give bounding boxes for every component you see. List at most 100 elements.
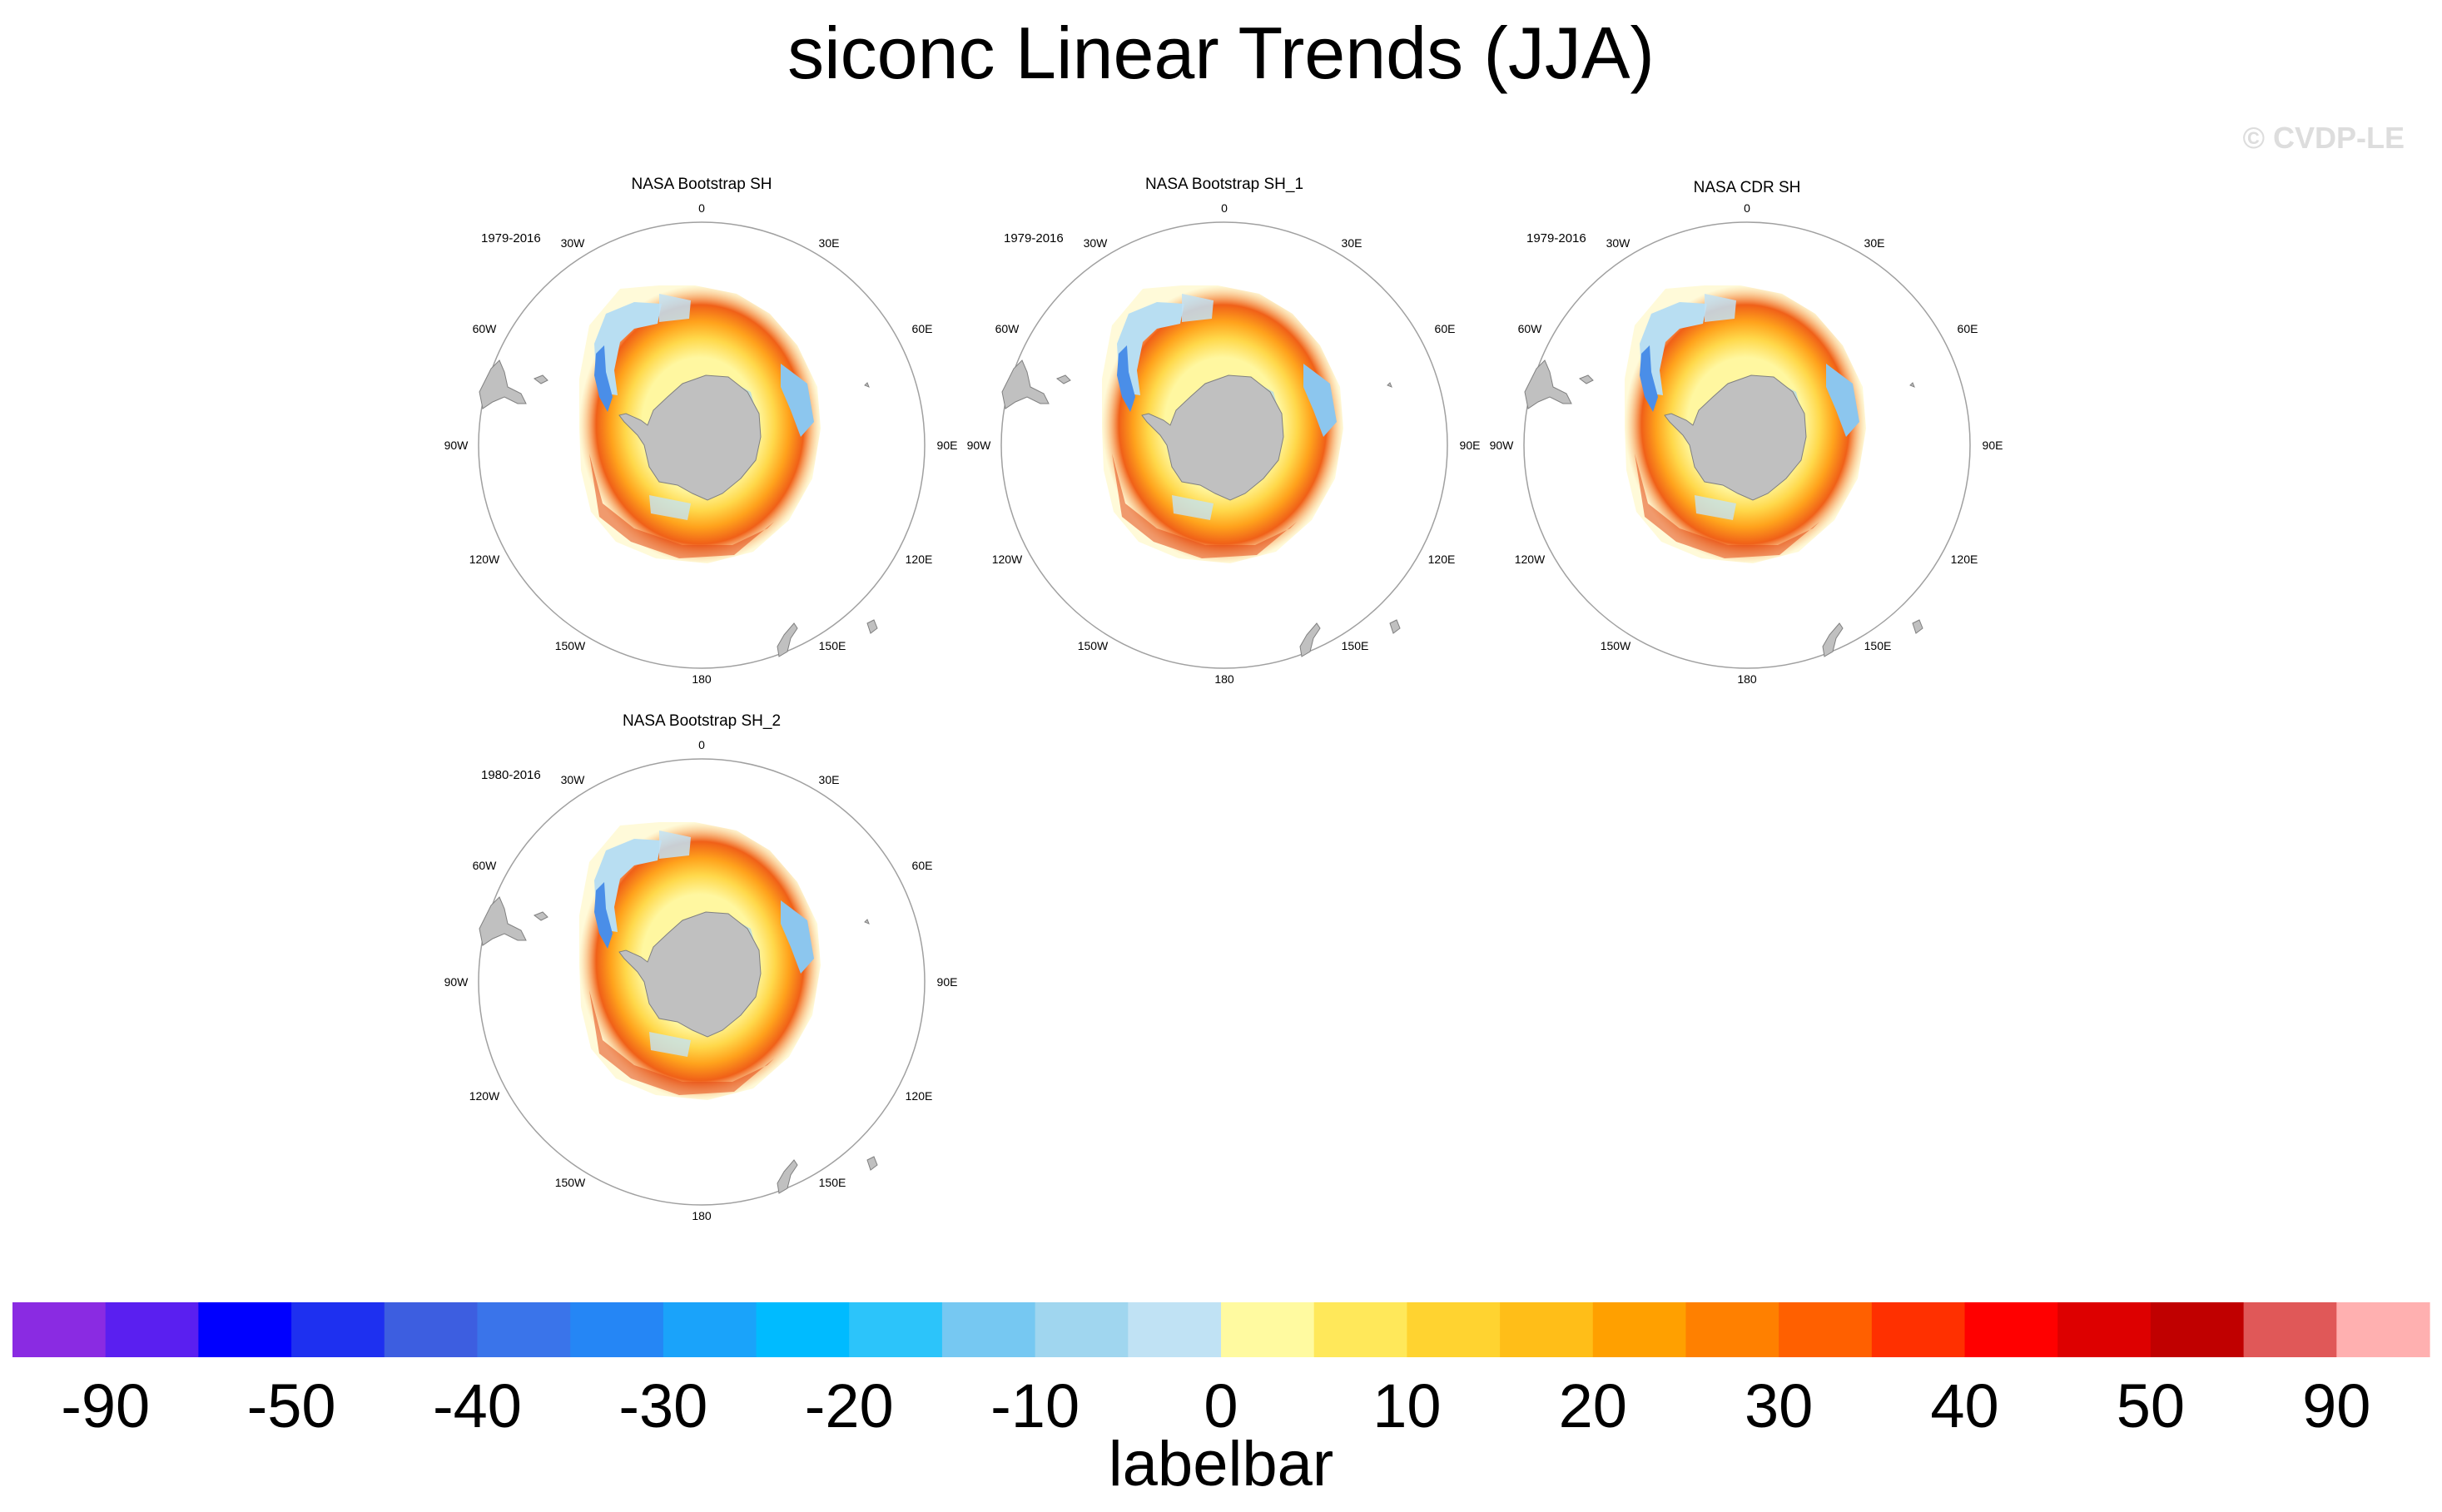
lon-label: 0 bbox=[698, 738, 705, 751]
map-boundary bbox=[478, 758, 926, 1206]
map-boundary bbox=[478, 221, 926, 669]
panel-title: NASA Bootstrap SH_2 bbox=[623, 712, 781, 730]
year-range: 1980-2016 bbox=[481, 768, 541, 782]
labelbar-box bbox=[1779, 1302, 1873, 1357]
lon-label: 30E bbox=[819, 236, 840, 250]
new-zealand-land bbox=[1299, 622, 1321, 657]
polar-map: NASA Bootstrap SH 1979-2016 0 30E 60E 90… bbox=[444, 176, 958, 686]
falkland-islands bbox=[533, 374, 548, 384]
labelbar-tick-label: 90 bbox=[2302, 1371, 2370, 1440]
lon-label: 120W bbox=[469, 553, 500, 566]
south-america-land bbox=[479, 896, 527, 946]
new-zealand-land bbox=[777, 622, 798, 657]
lon-label: 150W bbox=[555, 639, 586, 652]
labelbar-box bbox=[1128, 1302, 1222, 1357]
labelbar-box bbox=[570, 1302, 664, 1357]
year-range: 1979-2016 bbox=[1526, 231, 1586, 245]
labelbar-tick-label: 30 bbox=[1745, 1371, 1813, 1440]
south-america-land bbox=[479, 359, 527, 409]
lon-label: 180 bbox=[1214, 672, 1234, 686]
lon-label: 150E bbox=[819, 1176, 846, 1189]
labelbar-box bbox=[291, 1302, 385, 1357]
labelbar-tick-label: -50 bbox=[247, 1371, 336, 1440]
labelbar-tick-label: 50 bbox=[2117, 1371, 2185, 1440]
lon-label: 150W bbox=[1078, 639, 1109, 652]
lon-label: 90W bbox=[967, 439, 992, 452]
labelbar-box bbox=[663, 1302, 757, 1357]
tasmania-land bbox=[1912, 619, 1923, 634]
polar-map: NASA Bootstrap SH_1 1979-2016 0 30E 60E … bbox=[967, 176, 1481, 686]
lon-label: 120W bbox=[992, 553, 1023, 566]
labelbar-box bbox=[384, 1302, 479, 1357]
labelbar-tick-label: -30 bbox=[618, 1371, 707, 1440]
tasmania-land bbox=[1389, 619, 1401, 634]
lon-label: 180 bbox=[692, 1209, 712, 1222]
lon-labels: 0 30E 60E 90E 120E 150E 180 150W 120W 90… bbox=[1490, 201, 2003, 686]
panel-title: NASA Bootstrap SH bbox=[632, 176, 772, 193]
lon-label: 60E bbox=[1435, 322, 1456, 335]
lon-label: 120W bbox=[469, 1089, 500, 1103]
map-panel: NASA Bootstrap SH_1 1979-2016 0 30E 60E … bbox=[964, 176, 1481, 695]
lon-label: 90E bbox=[937, 975, 958, 989]
new-zealand-land bbox=[1822, 622, 1844, 657]
labelbar-tick-label: -20 bbox=[805, 1371, 894, 1440]
labelbar-box bbox=[2243, 1302, 2337, 1357]
chart-title: siconc Linear Trends (JJA) bbox=[787, 12, 1655, 94]
polar-map: NASA CDR SH 1979-2016 0 30E 60E 90E 120E… bbox=[1490, 179, 2003, 686]
labelbar-box bbox=[941, 1302, 1036, 1357]
labelbar-box bbox=[1500, 1302, 1594, 1357]
lon-label: 60E bbox=[1958, 322, 1978, 335]
lon-label: 150E bbox=[1342, 639, 1369, 652]
labelbar-box bbox=[12, 1302, 107, 1357]
lon-label: 150W bbox=[555, 1176, 586, 1189]
lon-label: 30E bbox=[1342, 236, 1362, 250]
labelbar-box bbox=[1964, 1302, 2058, 1357]
labelbar-box bbox=[105, 1302, 199, 1357]
falkland-islands bbox=[533, 911, 548, 921]
map-boundary bbox=[1000, 221, 1448, 669]
color-labelbar: -90 -50 -40 -30 -20 -10 0 10 20 30 40 50 90 bbox=[12, 1302, 2430, 1440]
labelbar-tick-label: -40 bbox=[433, 1371, 522, 1440]
lon-labels: 0 30E 60E 90E 120E 150E 180 150W 120W 90… bbox=[444, 738, 958, 1222]
map-panel: NASA Bootstrap SH 1979-2016 0 30E 60E 90… bbox=[441, 176, 958, 695]
watermark: © CVDP-LE bbox=[2242, 121, 2405, 155]
year-range: 1979-2016 bbox=[1004, 231, 1064, 245]
map-panel: NASA Bootstrap SH_2 1980-2016 0 30E 60E … bbox=[441, 712, 958, 1232]
lon-label: 0 bbox=[1744, 201, 1750, 215]
lon-label: 30E bbox=[819, 773, 840, 786]
lon-label: 90W bbox=[444, 439, 469, 452]
lon-label: 150E bbox=[819, 639, 846, 652]
lon-label: 180 bbox=[1737, 672, 1757, 686]
labelbar-box bbox=[477, 1302, 571, 1357]
lon-label: 30W bbox=[561, 236, 586, 250]
lon-label: 60E bbox=[912, 322, 933, 335]
labelbar-tick-label: -90 bbox=[61, 1371, 150, 1440]
map-panel: NASA CDR SH 1979-2016 0 30E 60E 90E 120E… bbox=[1487, 179, 2003, 695]
panel-title: NASA CDR SH bbox=[1694, 179, 1801, 196]
lon-label: 150W bbox=[1601, 639, 1631, 652]
falkland-islands bbox=[1055, 374, 1071, 384]
lon-label: 150E bbox=[1864, 639, 1892, 652]
labelbar-box bbox=[1871, 1302, 1966, 1357]
lon-label: 120E bbox=[1428, 553, 1456, 566]
labelbar-box bbox=[1407, 1302, 1501, 1357]
lon-label: 180 bbox=[692, 672, 712, 686]
labelbar-tick-label: 10 bbox=[1372, 1371, 1441, 1440]
polar-map: NASA Bootstrap SH_2 1980-2016 0 30E 60E … bbox=[444, 712, 958, 1222]
new-zealand-land bbox=[777, 1159, 798, 1194]
antarctica-land bbox=[618, 374, 762, 501]
labelbar-box bbox=[1685, 1302, 1779, 1357]
labelbar-title: labelbar bbox=[1108, 1429, 1334, 1500]
panel-title: NASA Bootstrap SH_1 bbox=[1145, 176, 1303, 193]
labelbar-box bbox=[198, 1302, 292, 1357]
south-america-land bbox=[1524, 359, 1572, 409]
year-range: 1979-2016 bbox=[481, 231, 541, 245]
lon-label: 30E bbox=[1864, 236, 1885, 250]
lon-label: 30W bbox=[1084, 236, 1109, 250]
lon-label: 120W bbox=[1515, 553, 1546, 566]
lon-label: 90W bbox=[444, 975, 469, 989]
small-island bbox=[1387, 382, 1392, 388]
labelbar-box bbox=[2150, 1302, 2245, 1357]
antarctica-land bbox=[1141, 374, 1284, 501]
small-island bbox=[1909, 382, 1915, 388]
